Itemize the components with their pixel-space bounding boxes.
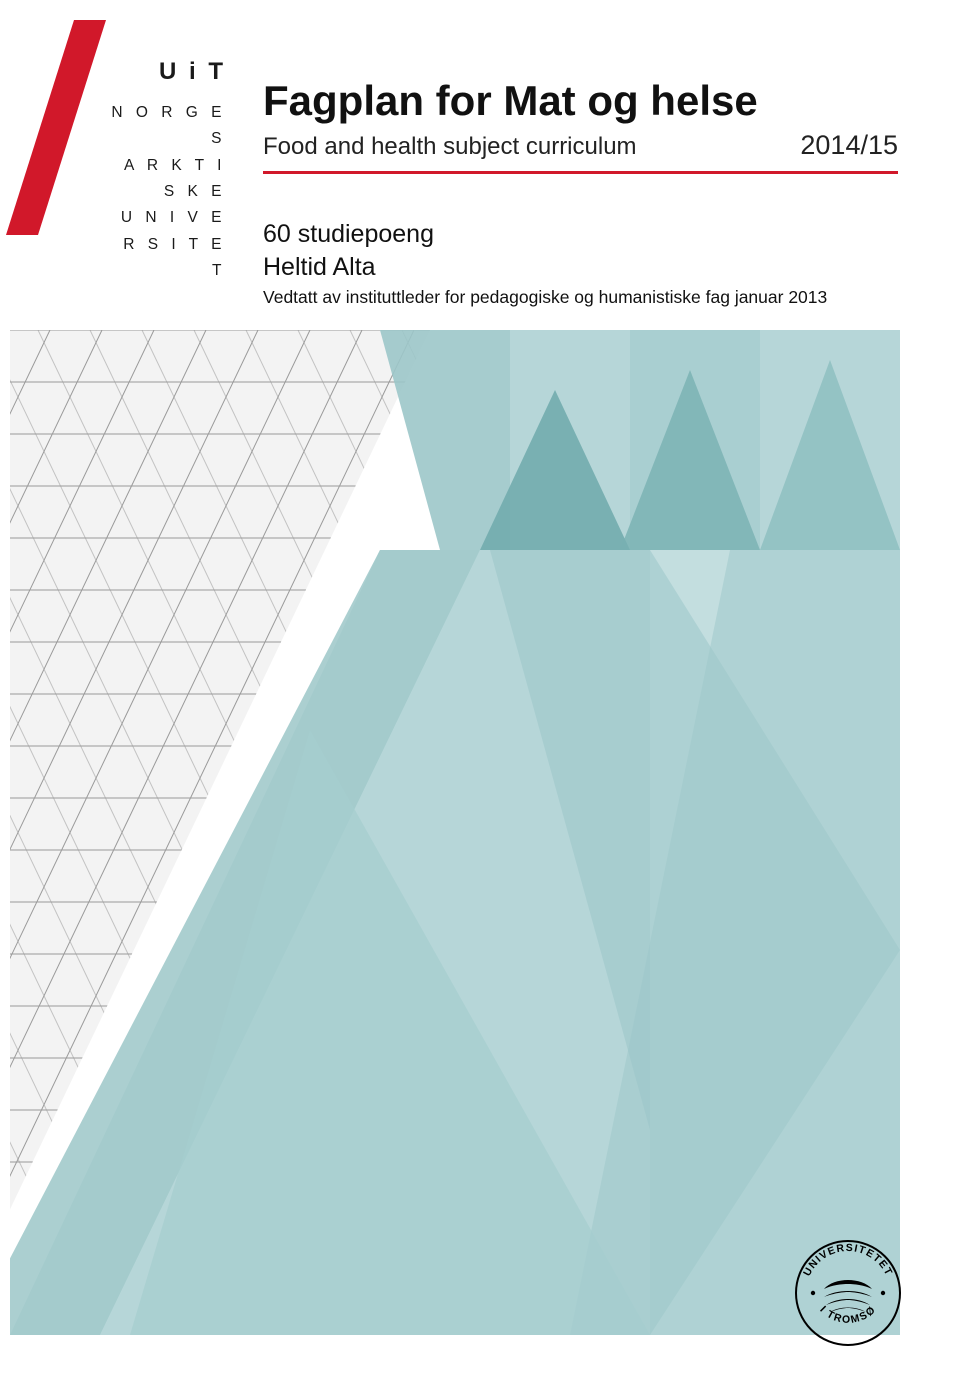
svg-text:UNIVERSITETET: UNIVERSITETET bbox=[801, 1242, 895, 1278]
approval-text: Vedtatt av instituttleder for pedagogisk… bbox=[263, 287, 903, 308]
uit-logo: U i T N O R G E S A R K T I S K E U N I … bbox=[6, 20, 241, 240]
logo-line3: U N I V E R S I T E T bbox=[102, 205, 226, 284]
header-rule bbox=[263, 171, 898, 174]
logo-line1: N O R G E S bbox=[102, 100, 226, 153]
academic-year: 2014/15 bbox=[800, 130, 898, 161]
meta-block: 60 studiepoeng Heltid Alta Vedtatt av in… bbox=[263, 218, 903, 308]
page-subtitle: Food and health subject curriculum bbox=[263, 133, 637, 161]
university-seal-icon: UNIVERSITETET I TROMSØ bbox=[794, 1239, 902, 1347]
credits-text: 60 studiepoeng bbox=[263, 218, 903, 251]
logo-uit: U i T bbox=[102, 58, 226, 86]
page-title: Fagplan for Mat og helse bbox=[263, 78, 898, 124]
header-block: Fagplan for Mat og helse Food and health… bbox=[263, 78, 898, 174]
mode-text: Heltid Alta bbox=[263, 251, 903, 284]
logo-line2: A R K T I S K E bbox=[102, 153, 226, 206]
logo-text-block: U i T N O R G E S A R K T I S K E U N I … bbox=[102, 58, 226, 284]
cover-art bbox=[10, 330, 900, 1335]
cover-art-svg bbox=[10, 330, 900, 1335]
svg-text:I TROMSØ: I TROMSØ bbox=[817, 1303, 878, 1325]
logo-slash-icon bbox=[6, 20, 106, 235]
subtitle-row: Food and health subject curriculum 2014/… bbox=[263, 130, 898, 161]
